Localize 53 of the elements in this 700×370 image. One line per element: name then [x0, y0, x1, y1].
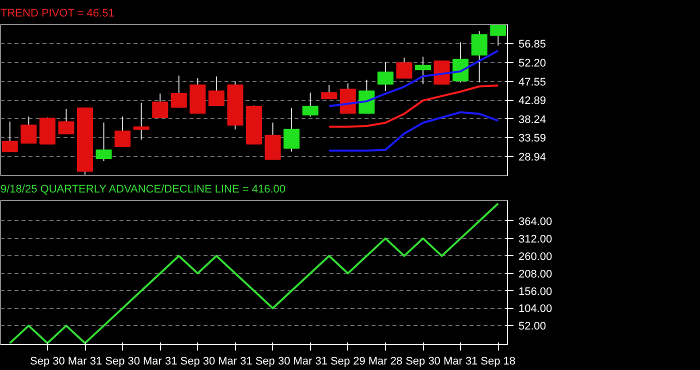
candlestick	[2, 121, 18, 152]
x-tick-label: Sep 30	[406, 356, 440, 368]
candlestick	[96, 122, 112, 162]
candlestick	[358, 79, 375, 114]
x-tick-label: Mar 31	[293, 356, 328, 368]
candlestick	[321, 84, 338, 100]
y-tick-label: 208.00	[518, 268, 552, 280]
x-tick-label: Sep 18	[480, 356, 516, 368]
y-tick-label: 104.00	[518, 303, 552, 316]
candlestick	[133, 102, 150, 140]
candlestick	[284, 108, 300, 152]
candlestick	[396, 57, 412, 79]
line-series	[328, 111, 500, 152]
y-tick-label: 364.00	[518, 216, 552, 228]
candlestick	[471, 30, 488, 83]
candlestick	[208, 76, 224, 106]
x-tick-label: Sep 30	[105, 356, 140, 368]
candlestick	[490, 24, 506, 46]
candlestick	[434, 60, 450, 85]
y-tick-label: 156.00	[518, 286, 552, 298]
y-tick-label: 260.00	[518, 250, 552, 263]
x-tick-label: Mar 31	[142, 356, 178, 368]
y-tick-label: 56.85	[518, 38, 546, 51]
candlestick	[340, 82, 356, 114]
y-tick-label: 28.94	[518, 152, 546, 164]
x-tick-label: Mar 31	[68, 356, 102, 368]
x-tick-label: Sep 30	[180, 356, 216, 368]
candlestick	[114, 116, 131, 148]
x-tick-label: Mar 28	[368, 356, 403, 368]
y-tick-label: 52.00	[518, 320, 546, 333]
candlestick	[264, 122, 281, 160]
candlestick	[302, 92, 318, 118]
y-tick-label: 47.55	[518, 76, 546, 88]
y-tick-label: 312.00	[518, 233, 552, 246]
candlestick	[414, 56, 432, 85]
candlestick	[377, 61, 394, 92]
candlestick	[58, 108, 74, 134]
chart-title: 9/18/25 QUARTERLY ADVANCE/DECLINE LINE = 416.00	[0, 184, 286, 196]
y-tick-label: 33.59	[518, 132, 546, 145]
y-tick-label: 42.89	[518, 95, 546, 108]
x-tick-label: Sep 29	[330, 356, 366, 368]
y-tick-label: 52.20	[518, 58, 546, 70]
x-tick-label: Mar 31	[218, 356, 252, 368]
y-tick-label: 38.24	[518, 114, 546, 126]
x-tick-label: Sep 30	[255, 356, 290, 368]
candlestick	[152, 93, 168, 118]
line-series	[8, 202, 500, 344]
candlestick	[170, 75, 187, 108]
candlestick	[20, 116, 37, 144]
chart-title: TREND PIVOT = 46.51	[0, 8, 114, 20]
x-tick-label: Mar 31	[443, 356, 478, 368]
x-tick-label: Sep 30	[30, 356, 65, 368]
line-series	[328, 84, 500, 128]
